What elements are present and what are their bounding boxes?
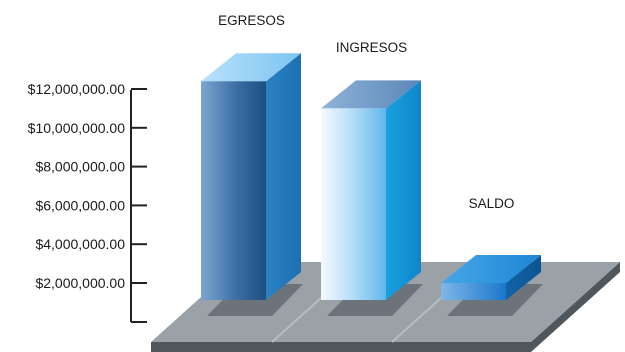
category-label: SALDO	[469, 196, 515, 211]
y-tick-label: $8,000,000.00	[35, 159, 125, 175]
y-ticks: $2,000,000.00 $4,000,000.00 $6,000,000.00 $…	[28, 81, 147, 291]
floor-front-edge	[151, 342, 531, 352]
bar-side-face	[506, 255, 541, 300]
bar-side-face	[266, 53, 301, 300]
floor-side-edge	[531, 262, 620, 352]
bar-front-face	[441, 283, 506, 300]
y-tick-label: $6,000,000.00	[35, 197, 125, 213]
category-label: INGRESOS	[336, 40, 407, 55]
y-tick-label: $4,000,000.00	[35, 236, 125, 252]
bar-ingresos	[321, 80, 423, 316]
bar-saldo	[441, 255, 543, 316]
category-label: EGRESOS	[218, 13, 285, 28]
bar-front-face	[201, 81, 266, 301]
y-tick-label: $10,000,000.00	[28, 120, 126, 136]
bar-top-face	[201, 53, 301, 82]
category-labels: EGRESOS INGRESOS SALDO	[218, 13, 514, 211]
bars	[201, 53, 543, 316]
bar-side-face	[386, 80, 421, 301]
bar-egresos	[201, 53, 303, 316]
bar-top-face	[441, 255, 541, 283]
bar-front-face	[321, 108, 386, 301]
bar-top-face	[321, 80, 421, 109]
y-axis: $2,000,000.00 $4,000,000.00 $6,000,000.00 $…	[28, 81, 147, 323]
y-tick-label: $12,000,000.00	[28, 81, 126, 97]
y-tick-label: $2,000,000.00	[35, 275, 125, 291]
